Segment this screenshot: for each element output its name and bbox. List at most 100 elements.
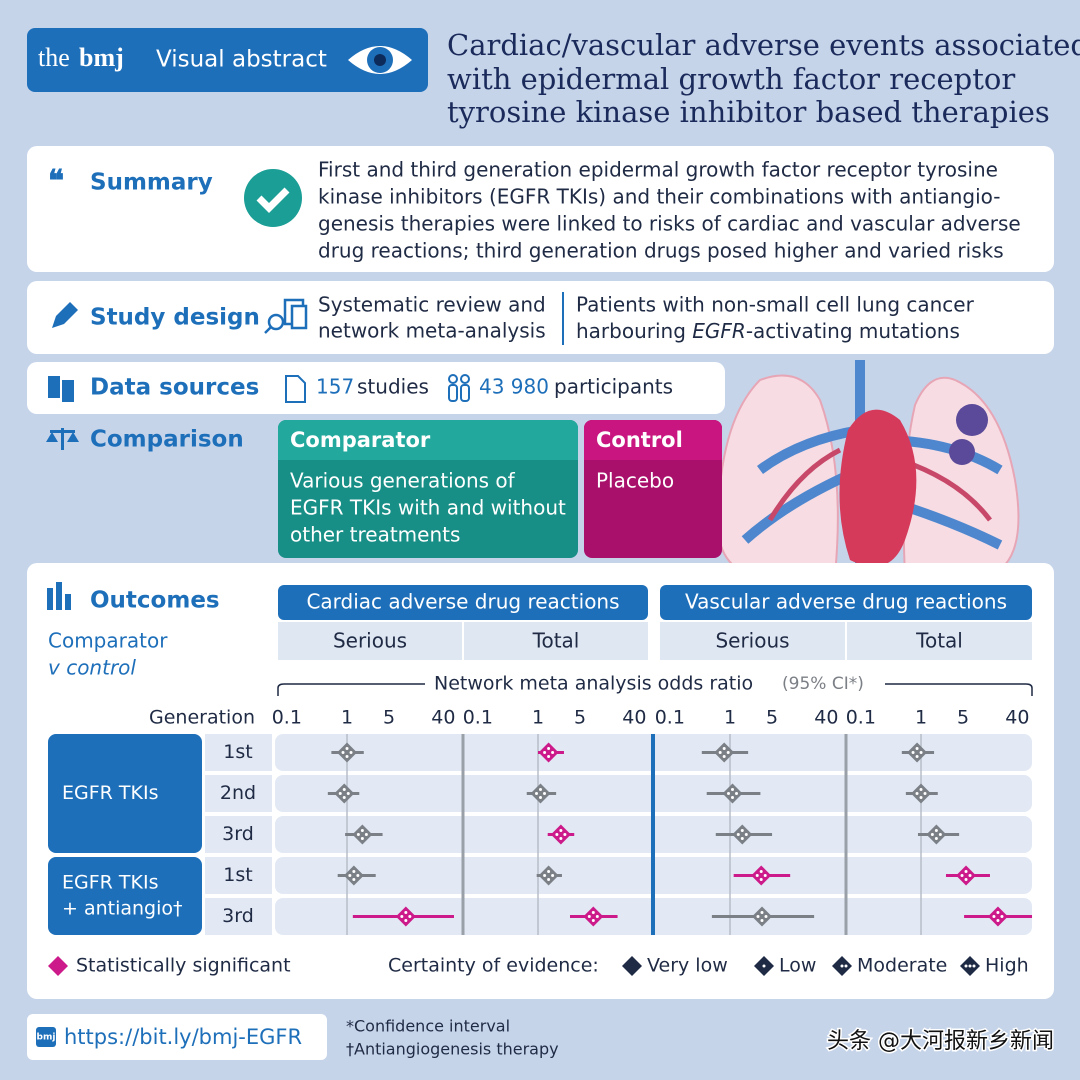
watermark: 头条 @大河报新乡新闻 (827, 1029, 1054, 1054)
column-header (660, 622, 845, 660)
column-header (847, 622, 1032, 660)
marker-dot (911, 751, 915, 754)
x-tick-label: 5 (574, 707, 586, 729)
design-item: Patients with non-small cell lung cancer (576, 293, 975, 317)
marker-dot (342, 788, 346, 791)
estimate-marker (751, 865, 772, 886)
control-header (584, 420, 722, 460)
marker-dot (968, 874, 972, 877)
marker-dot (763, 874, 767, 877)
marker-dot (759, 878, 763, 881)
estimate-marker (732, 824, 753, 845)
marker-dot (934, 829, 938, 832)
estimate-marker (337, 742, 358, 763)
column-header (464, 622, 648, 660)
text-part: -activating mutations (746, 319, 960, 343)
title-line: with epidermal growth factor receptor (447, 62, 1015, 96)
row-label: 1st (223, 864, 252, 886)
marker-dot (919, 788, 923, 791)
outcomes-sub: Comparator (48, 629, 168, 653)
marker-dot (759, 870, 763, 873)
marker-dot (345, 747, 349, 750)
marker-dot (923, 792, 927, 795)
marker-dot (547, 755, 551, 758)
marker-dot (559, 837, 563, 840)
design-heading: Study design (90, 305, 260, 331)
estimate-marker (722, 783, 743, 804)
x-tick-label: 1 (532, 707, 544, 729)
marker-dot (348, 874, 352, 877)
marker-dot (972, 964, 976, 968)
footnote: †Antiangiogenesis therapy (346, 1040, 559, 1059)
marker-dot (930, 833, 934, 836)
studies-count: 157 (316, 375, 354, 399)
marker-dot (563, 833, 567, 836)
marker-dot (587, 915, 591, 918)
scales-icon (46, 428, 79, 450)
column-title: Total (532, 629, 580, 653)
marker-dot (915, 747, 919, 750)
marker-dot (591, 911, 595, 914)
estimate-marker (530, 783, 551, 804)
lung-illustration (716, 360, 1020, 580)
badge-text: bmj (37, 1033, 56, 1043)
marker-dot (934, 837, 938, 840)
marker-dot (844, 964, 848, 968)
estimate-marker (907, 742, 928, 763)
legend-label: Moderate (857, 955, 947, 977)
comparator-line: other treatments (290, 523, 460, 547)
marker-dot (543, 874, 547, 877)
marker-dot (760, 919, 764, 922)
marker-dot (726, 792, 730, 795)
x-tick-label: 0.1 (272, 707, 302, 729)
summary-line: First and third generation epidermal gro… (318, 158, 998, 182)
column-title: Total (915, 629, 963, 653)
estimate-marker (956, 865, 977, 886)
marker-dot (538, 796, 542, 799)
marker-dot (356, 874, 360, 877)
studies-label: studies (357, 375, 429, 399)
row-label: 2nd (220, 782, 256, 804)
estimate-marker (714, 742, 735, 763)
marker-dot (964, 878, 968, 881)
participants-count: 43 980 (479, 375, 549, 399)
marker-dot (404, 911, 408, 914)
footnote: *Confidence interval (346, 1017, 510, 1036)
x-tick-label: 1 (724, 707, 736, 729)
marker-dot (543, 751, 547, 754)
marker-dot (551, 874, 555, 877)
design-item: Systematic review and (318, 293, 546, 317)
axis-note: (95% CI*) (782, 674, 864, 694)
control-title: Control (596, 428, 683, 452)
estimate-marker (926, 824, 947, 845)
search-icon (264, 298, 308, 334)
estimate-marker (352, 824, 373, 845)
estimate-marker (911, 783, 932, 804)
marker-dot (349, 751, 353, 754)
axis-bracket (277, 683, 1033, 696)
marker-dot (938, 833, 942, 836)
marker-dot (547, 878, 551, 881)
marker-dot (559, 829, 563, 832)
x-tick-label: 0.1 (655, 707, 685, 729)
marker-dot (555, 833, 559, 836)
group-label: + antiangio† (62, 898, 183, 920)
x-tick-label: 0.1 (846, 707, 876, 729)
estimate-marker (538, 742, 559, 763)
header-box (27, 28, 428, 92)
row-label: 3rd (222, 823, 254, 845)
title-line: Cardiac/vascular adverse events associat… (447, 28, 1080, 62)
group-label-box (48, 734, 202, 853)
marker-dot (342, 796, 346, 799)
legend-certainty-marker (622, 956, 642, 976)
participants-label: participants (554, 375, 673, 399)
column-group-title: Cardiac adverse drug reactions (306, 590, 619, 614)
marker-dot (996, 911, 1000, 914)
legend-label: High (985, 955, 1029, 977)
comparator-line: Various generations of (290, 469, 516, 493)
marker-dot (538, 788, 542, 791)
estimate-marker (583, 906, 604, 927)
marker-dot (352, 870, 356, 873)
marker-dot (726, 751, 730, 754)
outcomes-sub: v control (48, 656, 136, 680)
